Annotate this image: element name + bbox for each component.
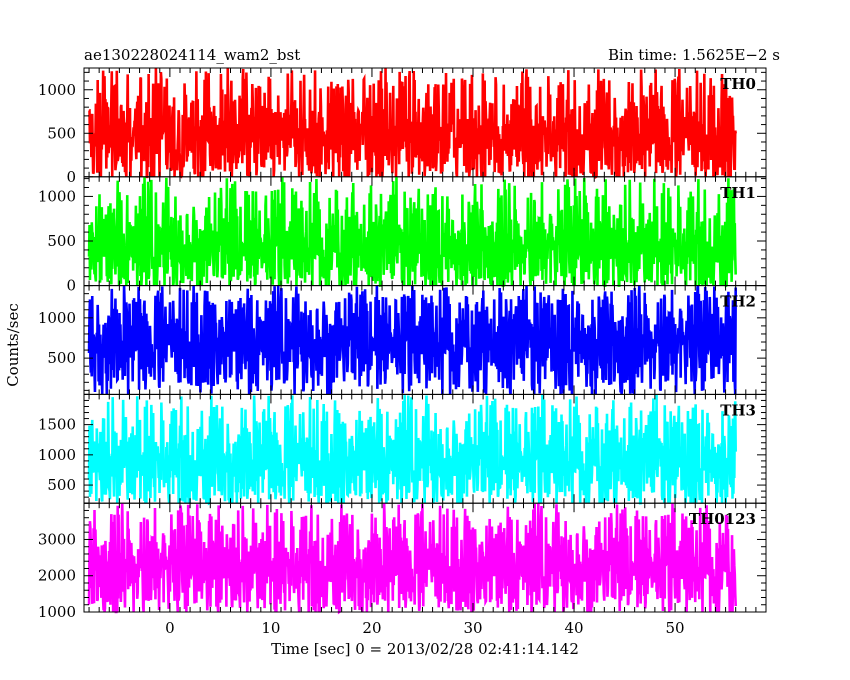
y-tick-label: 1000 bbox=[38, 309, 76, 327]
series-label-th3: TH3 bbox=[720, 401, 756, 419]
y-tick-label: 500 bbox=[47, 232, 76, 250]
panel-th3: 500 1000 1500 TH3 bbox=[38, 393, 767, 506]
y-tick-label: 2000 bbox=[38, 567, 76, 585]
y-tick-label: 1000 bbox=[38, 446, 76, 464]
x-tick-label: 30 bbox=[463, 619, 482, 637]
panel-frame bbox=[83, 502, 767, 613]
series-label-th1: TH1 bbox=[720, 184, 756, 202]
x-tick-label: 10 bbox=[261, 619, 280, 637]
x-tick-label: 40 bbox=[564, 619, 583, 637]
chart-title: ae130228024114_wam2_bst bbox=[84, 46, 300, 64]
series-label-th0: TH0 bbox=[720, 75, 756, 93]
panel-th2: 500 1000 TH2 bbox=[38, 285, 767, 395]
series-label-th0123: TH0123 bbox=[689, 510, 756, 528]
y-tick-label: 1000 bbox=[38, 81, 76, 99]
y-tick-label: 3000 bbox=[38, 530, 76, 548]
panel-th1: 0 500 1000 TH1 bbox=[38, 176, 767, 295]
panel-th0123: 1000 2000 3000 TH0123 bbox=[38, 502, 767, 621]
y-tick-label: 500 bbox=[47, 349, 76, 367]
series-trace-th2 bbox=[87, 285, 737, 395]
x-axis-label: Time [sec] 0 = 2013/02/28 02:41:14.142 bbox=[271, 640, 579, 658]
series-label-th2: TH2 bbox=[720, 293, 756, 311]
y-tick-label: 1000 bbox=[38, 187, 76, 205]
x-tick-label: 20 bbox=[362, 619, 381, 637]
y-tick-label: 1500 bbox=[38, 416, 76, 434]
x-tick-label: 50 bbox=[666, 619, 685, 637]
series-trace-th0123 bbox=[87, 503, 737, 615]
series-trace-th3 bbox=[87, 394, 737, 506]
y-tick-label: 500 bbox=[47, 124, 76, 142]
y-tick-label: 500 bbox=[47, 476, 76, 494]
panel-th0: 0 500 1000 TH0 bbox=[38, 67, 767, 186]
y-tick-label: 1000 bbox=[38, 603, 76, 621]
bin-time-label: Bin time: 1.5625E−2 s bbox=[608, 46, 780, 64]
series-trace-th1 bbox=[87, 177, 737, 288]
y-tick-label: 0 bbox=[66, 168, 76, 186]
series-trace-th0 bbox=[88, 67, 737, 180]
x-tick-label: 0 bbox=[165, 619, 175, 637]
y-axis-label: Counts/sec bbox=[4, 303, 22, 387]
y-tick-label: 0 bbox=[66, 277, 76, 295]
